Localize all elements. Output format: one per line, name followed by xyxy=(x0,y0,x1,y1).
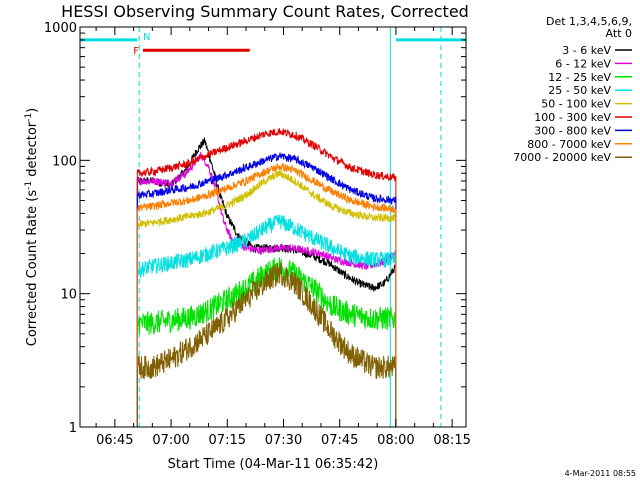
x-tick-label-0: 06:45 xyxy=(96,433,133,448)
series-line-0 xyxy=(136,137,397,427)
legend-label-4: 50 - 100 keV xyxy=(541,98,611,111)
y-axis-label: Corrected Count Rate (s-1 detector-1) xyxy=(24,108,40,346)
series-line-8 xyxy=(136,262,397,427)
series-line-3 xyxy=(136,214,397,427)
axes: 06:45 07:00 07:15 07:30 07:45 08:00 08:15 1 10 10… xyxy=(44,21,471,448)
legend-label-5: 100 - 300 keV xyxy=(534,111,611,124)
y-tick-label-1: 10 xyxy=(60,288,77,303)
legend-label-3: 25 - 50 keV xyxy=(548,84,611,97)
x-tick-label-6: 08:15 xyxy=(433,433,470,448)
series-line-2 xyxy=(136,257,397,427)
x-tick-label-4: 07:45 xyxy=(321,433,358,448)
y-label-sup1: -1 xyxy=(24,181,34,190)
legend-header-line2: Att 0 xyxy=(606,27,632,40)
legend-label-8: 7000 - 20000 keV xyxy=(513,151,611,164)
y-tick-label-0: 1 xyxy=(69,421,77,436)
x-tick-label-3: 07:30 xyxy=(265,433,302,448)
series-line-1 xyxy=(136,151,397,427)
y-label-main: Corrected Count Rate (s xyxy=(25,190,40,347)
legend-label-1: 6 - 12 keV xyxy=(555,57,611,70)
chart-title: HESSI Observing Summary Count Rates, Cor… xyxy=(61,2,469,21)
y-label-sup2: -1 xyxy=(24,113,34,122)
series-line-6 xyxy=(136,152,397,427)
x-tick-label-5: 08:00 xyxy=(377,433,414,448)
plot-frame xyxy=(79,26,467,428)
x-axis-label: Start Time (04-Mar-11 06:35:42) xyxy=(168,457,379,472)
legend-label-6: 300 - 800 keV xyxy=(534,124,611,137)
flare-flag-label: F xyxy=(133,46,139,57)
legend-label-0: 3 - 6 keV xyxy=(562,44,611,57)
x-tick-label-2: 07:15 xyxy=(209,433,246,448)
y-tick-label-3: 1000 xyxy=(44,21,77,36)
footer-timestamp: 4-Mar-2011 08:55 xyxy=(565,469,636,478)
night-label: N xyxy=(143,32,150,43)
y-label-end: ) xyxy=(25,108,40,113)
legend-header-line1: Det 1,3,4,5,6,9, xyxy=(546,15,632,28)
legend-label-7: 800 - 7000 keV xyxy=(527,138,611,151)
series-line-5 xyxy=(136,128,397,427)
series-line-4 xyxy=(136,169,397,427)
legend-label-2: 12 - 25 keV xyxy=(548,71,611,84)
x-tick-label-1: 07:00 xyxy=(152,433,189,448)
plot-area: FN xyxy=(80,27,466,427)
y-tick-label-2: 100 xyxy=(52,154,77,169)
y-label-mid: detector xyxy=(25,121,40,181)
plot-clipped xyxy=(80,27,466,427)
series-line-7 xyxy=(136,162,397,427)
